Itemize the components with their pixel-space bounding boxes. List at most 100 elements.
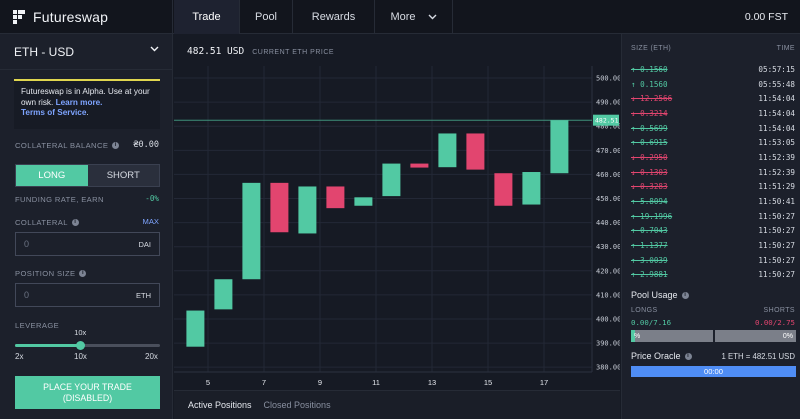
price-chart[interactable]: 500.00 490.00 480.00 470.00 460.00 450.00 440.… (174, 34, 620, 390)
info-icon[interactable]: i (71, 219, 79, 226)
tab-pool-label: Pool (254, 11, 278, 23)
tab-pool[interactable]: Pool (240, 0, 293, 34)
candle-down (494, 173, 513, 206)
tab-closed-positions[interactable]: Closed Positions (263, 400, 331, 410)
y-tick-label: 440.00 (596, 219, 620, 227)
futureswap-logo-icon (13, 10, 25, 24)
pair-selector[interactable]: ETH - USD (0, 34, 173, 70)
brand[interactable]: Futureswap (0, 0, 173, 34)
tab-more[interactable]: More (375, 0, 453, 34)
x-tick-label: 13 (428, 378, 436, 387)
short-button[interactable]: SHORT (87, 165, 159, 186)
tab-trade[interactable]: Trade (174, 0, 240, 34)
pool-shorts-value: 0.00/2.75 (754, 318, 795, 327)
learn-more-link[interactable]: Learn more. (55, 97, 103, 107)
candle-down (466, 133, 485, 170)
trade-row: ↑ 5.8094 11:50:41 (631, 194, 795, 209)
y-tick-label: 430.00 (596, 243, 620, 251)
x-tick-label: 7 (262, 378, 266, 387)
info-icon[interactable]: i (112, 142, 120, 149)
current-price-tag-label: 482.51 (595, 117, 619, 125)
trade-size-sell: ↓ 0.3283 (631, 182, 668, 192)
leverage-tick-max: 20x (145, 352, 158, 361)
trade-row: ↑ 0.1560 05:57:15 (631, 62, 795, 77)
pair-label: ETH - USD (14, 44, 74, 59)
trade-time: 11:53:05 (758, 138, 795, 148)
trade-size-buy: ↑ 3.0039 (631, 255, 668, 265)
pool-longs-label: LONGS (631, 307, 658, 314)
collateral-field[interactable]: DAI (15, 232, 160, 256)
trade-time: 05:55:48 (758, 79, 795, 89)
trade-time: 11:54:04 (758, 94, 795, 104)
trade-size-buy: ↑ 0.5699 (631, 123, 668, 133)
trade-time: 11:50:27 (758, 270, 795, 280)
trade-row: ↓ 0.2950 11:52:39 (631, 150, 795, 165)
x-tick-label: 9 (318, 378, 322, 387)
recent-trades-list[interactable]: ↑ 0.1560 05:57:15 ↑ 0.1560 05:55:48 ↓ 12.256… (631, 62, 795, 280)
current-price-label: CURRENT ETH PRICE (252, 49, 335, 56)
position-size-input[interactable] (24, 284, 124, 306)
trade-row: ↓ 0.3283 11:51:29 (631, 180, 795, 195)
collateral-label-text: COLLATERAL (15, 218, 68, 227)
chevron-down-icon (428, 14, 437, 20)
max-button[interactable]: MAX (142, 217, 159, 226)
y-tick-label: 400.00 (596, 315, 620, 323)
trade-time: 11:52:39 (758, 167, 795, 177)
y-tick-label: 500.00 (596, 75, 620, 83)
trade-row: ↑ 2.9881 11:50:27 (631, 268, 795, 280)
price-oracle-title: Price Oracle i (631, 351, 692, 361)
candle-up (298, 186, 317, 234)
pool-shorts-bar: 0% (715, 330, 796, 342)
trade-size-sell: ↓ 0.2950 (631, 152, 668, 162)
candle-up (186, 310, 205, 347)
tab-active-positions[interactable]: Active Positions (188, 400, 252, 410)
trade-size-buy: ↑ 0.1560 (631, 79, 668, 89)
trade-row: ↓ 0.1303 11:52:39 (631, 165, 795, 180)
collateral-label: COLLATERAL i (15, 218, 79, 227)
info-icon[interactable]: i (681, 291, 689, 299)
alpha-warning: Futureswap is in Alpha. Use at your own … (14, 79, 160, 129)
current-price-tag (593, 114, 619, 126)
collateral-unit: DAI (138, 240, 151, 249)
leverage-current-value: 10x (74, 328, 87, 337)
position-size-label-text: POSITION SIZE (15, 269, 76, 278)
trade-row: ↑ 0.1560 05:55:48 (631, 77, 795, 92)
current-price: 482.51 USD (187, 46, 245, 57)
pool-longs-value: 0.00/7.16 (631, 318, 672, 327)
trade-row: ↑ 0.7043 11:50:27 (631, 224, 795, 239)
price-header: 482.51 USD CURRENT ETH PRICE (187, 46, 334, 57)
trade-row: ↓ 12.2566 11:54:04 (631, 91, 795, 106)
candle-up (382, 163, 401, 197)
info-icon[interactable]: i (684, 352, 692, 360)
trade-time: 11:51:29 (758, 182, 795, 192)
long-button[interactable]: LONG (16, 165, 88, 186)
trade-size-buy: ↑ 0.1560 (631, 64, 668, 74)
trade-size-buy: ↑ 1.1377 (631, 241, 668, 251)
info-icon[interactable]: i (79, 270, 87, 277)
x-tick-label: 17 (540, 378, 548, 387)
candle-up (438, 133, 457, 168)
trade-time: 11:50:27 (758, 241, 795, 251)
position-size-unit: ETH (136, 291, 151, 300)
y-tick-label: 470.00 (596, 147, 620, 155)
leverage-slider-thumb[interactable] (76, 341, 86, 350)
trade-row: ↑ 0.6915 11:53:05 (631, 135, 795, 150)
trade-time: 11:52:39 (758, 152, 795, 162)
terms-of-service-link[interactable]: Terms of Service (21, 108, 87, 117)
tab-rewards[interactable]: Rewards (293, 0, 375, 34)
position-size-field[interactable]: ETH (15, 283, 160, 307)
place-trade-button[interactable]: PLACE YOUR TRADE (DISABLED) (15, 376, 160, 409)
tab-trade-label: Trade (192, 11, 221, 23)
alpha-warning-suffix: . (86, 108, 89, 117)
collateral-balance-label: COLLATERAL BALANCE i (15, 141, 120, 150)
collateral-input[interactable] (24, 233, 124, 255)
tab-more-label: More (390, 11, 416, 23)
candle-down (326, 186, 345, 209)
leverage-slider[interactable] (15, 341, 160, 350)
candle-up (214, 279, 233, 310)
price-oracle-rate: 1 ETH = 482.51 USD (721, 352, 795, 361)
pool-longs-bar-fill (631, 330, 636, 342)
funding-rate-label: FUNDING RATE, EARN (15, 195, 104, 204)
chart-area: 500.00 490.00 480.00 470.00 460.00 450.00 440.… (174, 34, 620, 419)
top-bar: Futureswap Trade Pool Rewards More 0.00 … (0, 0, 800, 34)
